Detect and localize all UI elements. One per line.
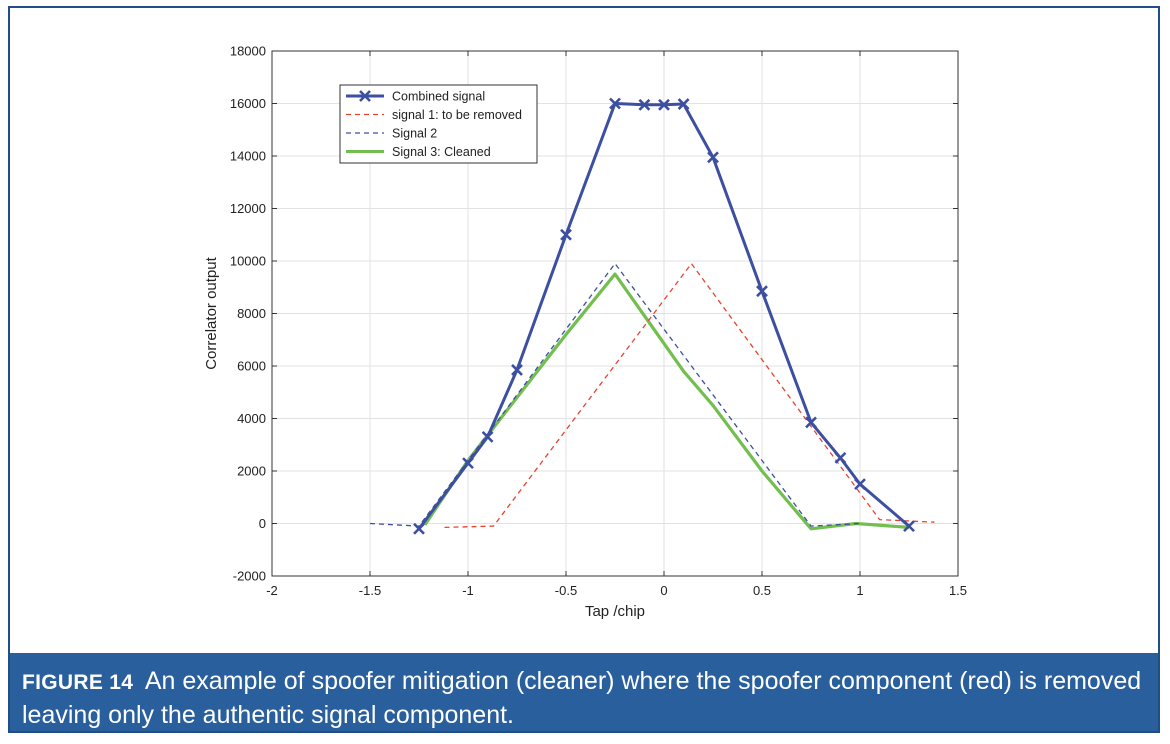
- data-point-marker: [560, 228, 572, 241]
- y-tick-label: 10000: [230, 254, 266, 269]
- x-tick-label: -1.5: [359, 583, 381, 598]
- data-point-marker: [609, 97, 621, 110]
- series-line-3: [423, 272, 910, 531]
- legend-label-0: Combined signal: [392, 90, 485, 104]
- legend-label-2: Signal 2: [392, 127, 437, 141]
- x-tick-label: 0.5: [753, 583, 771, 598]
- x-tick-label: 0: [660, 583, 667, 598]
- figure-label: FIGURE 14: [22, 671, 134, 694]
- y-tick-label: 4000: [237, 411, 266, 426]
- series-line-1: [444, 262, 935, 529]
- data-point-marker: [638, 98, 651, 111]
- data-point-marker: [756, 285, 768, 298]
- y-tick-label: 18000: [230, 44, 266, 59]
- figure-caption: FIGURE 14 An example of spoofer mitigati…: [10, 653, 1158, 731]
- legend-label-1: signal 1: to be removed: [392, 108, 522, 122]
- legend-label-3: Signal 3: Cleaned: [392, 145, 491, 159]
- series-line-2: [369, 262, 861, 527]
- y-tick-label: 16000: [230, 96, 266, 111]
- legend-marker: [359, 90, 371, 102]
- data-point-marker: [413, 522, 425, 535]
- x-axis-label: Tap /chip: [585, 603, 645, 620]
- y-axis-label: Correlator output: [203, 256, 220, 369]
- x-tick-label: 1.5: [949, 583, 967, 598]
- y-tick-label: 2000: [237, 464, 266, 479]
- line-chart: -2 -1.5 -1 -0.5 0 0.5 1 1.5 -2000 0 2000 4000 6000 80…: [203, 44, 967, 621]
- plot-area: -2 -1.5 -1 -0.5 0 0.5 1 1.5 -2000 0 2000 4000 6000 80…: [10, 8, 1158, 653]
- data-point-marker: [805, 416, 817, 429]
- data-point-marker: [834, 451, 847, 464]
- data-point-marker: [511, 364, 523, 376]
- data-point-marker: [677, 98, 690, 110]
- data-point-marker: [481, 430, 494, 443]
- data-point-marker: [658, 98, 670, 111]
- x-tick-label: 1: [856, 583, 863, 598]
- x-tick-label: -1: [462, 583, 474, 598]
- data-point-marker: [462, 457, 474, 470]
- data-point-marker: [707, 151, 719, 164]
- x-tick-label: -2: [266, 583, 278, 598]
- x-tick-label: -0.5: [555, 583, 577, 598]
- data-point-marker: [903, 520, 915, 533]
- data-point-marker: [854, 478, 866, 491]
- y-tick-label: 0: [259, 516, 266, 531]
- y-tick-label: 6000: [237, 359, 266, 374]
- y-tick-label: 8000: [237, 306, 266, 321]
- caption-text: An example of spoofer mitigation (cleane…: [22, 667, 1142, 729]
- y-tick-label: -2000: [233, 569, 266, 584]
- figure-frame: -2 -1.5 -1 -0.5 0 0.5 1 1.5 -2000 0 2000 4000 6000 80…: [8, 6, 1160, 733]
- y-tick-label: 14000: [230, 149, 266, 164]
- y-tick-label: 12000: [230, 201, 266, 216]
